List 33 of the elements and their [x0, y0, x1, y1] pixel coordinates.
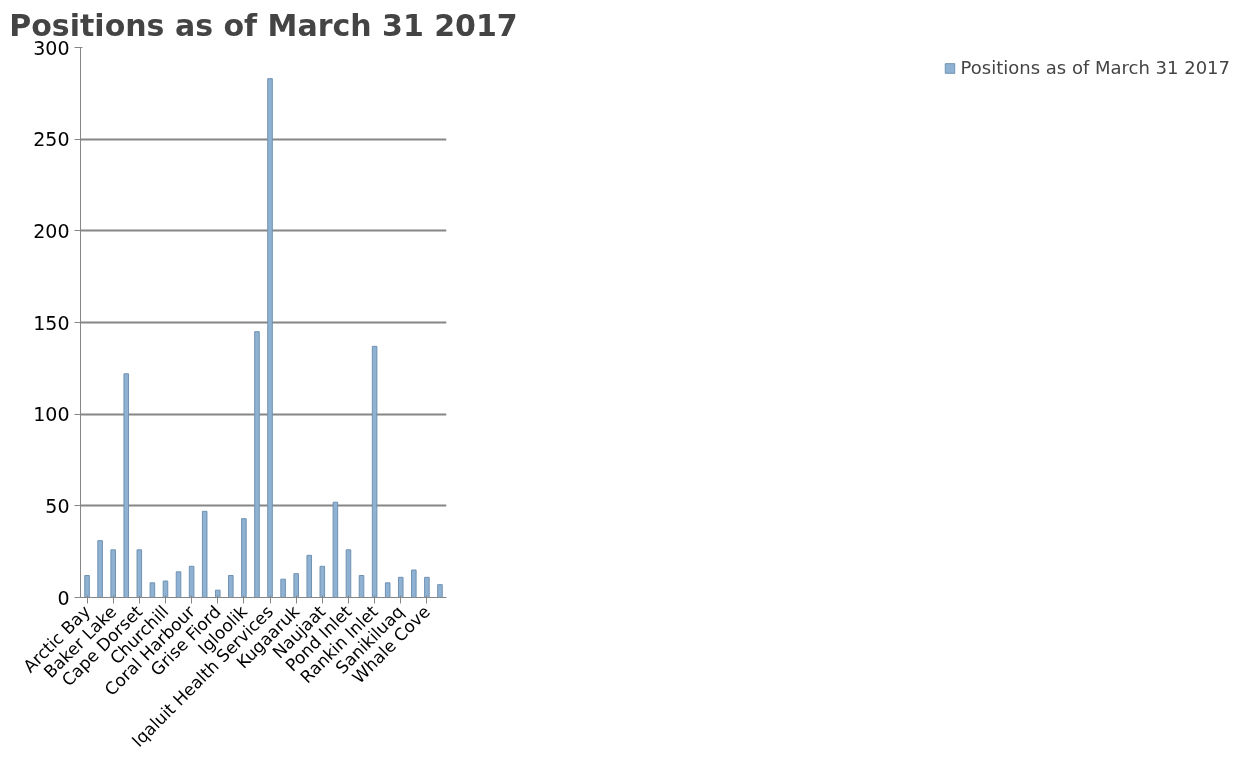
bar [228, 575, 234, 598]
bar [267, 78, 273, 598]
bar [149, 582, 156, 598]
bar [110, 549, 116, 598]
bar [332, 501, 339, 598]
bar [280, 578, 286, 598]
y-tick-label: 100 [33, 403, 70, 426]
bar [123, 373, 130, 598]
bar [437, 584, 443, 598]
bar [241, 518, 247, 598]
bar [319, 565, 326, 598]
y-tick-label: 200 [33, 219, 70, 242]
bar [306, 554, 313, 598]
bar [397, 576, 404, 598]
bar [371, 345, 378, 598]
legend-label: Positions as of March 31 2017 [960, 57, 1230, 78]
bar [424, 576, 430, 598]
y-tick-label: 250 [33, 128, 70, 151]
bar [293, 573, 299, 598]
y-tick-label: 150 [33, 311, 70, 334]
bar [254, 331, 260, 598]
bar [214, 589, 221, 598]
bar [175, 571, 182, 598]
bar [97, 540, 103, 598]
bar [411, 569, 417, 598]
bar [84, 575, 90, 598]
bar [201, 510, 208, 598]
bar [136, 549, 143, 598]
y-tick-label: 50 [45, 494, 70, 517]
bar [384, 582, 391, 598]
y-tick-label: 0 [57, 586, 70, 609]
y-tick-label: 300 [33, 36, 70, 59]
bar [188, 565, 195, 598]
